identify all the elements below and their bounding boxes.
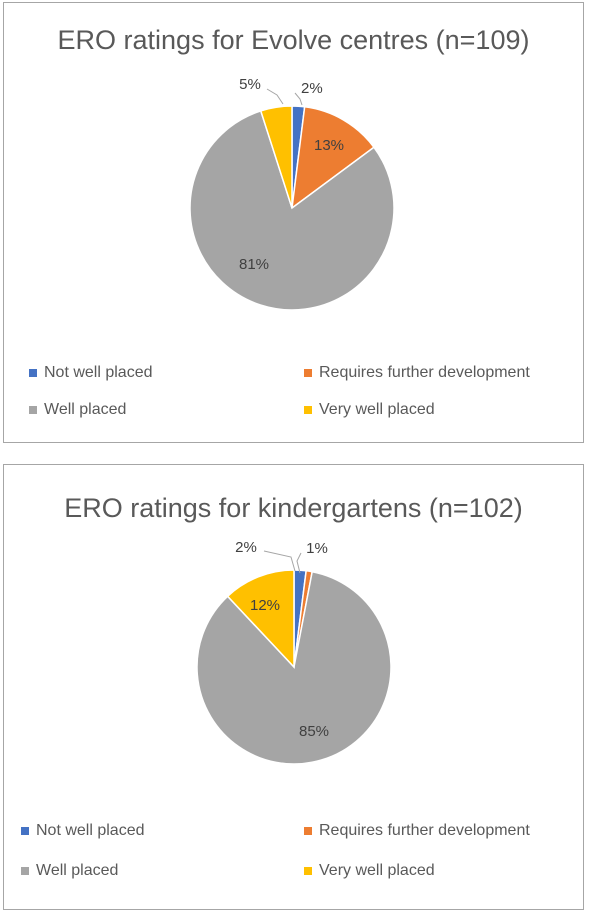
pie-slice-requires-further-development [291, 105, 376, 210]
legend-swatch [29, 369, 37, 377]
legend-item-well-placed: Well placed [21, 862, 118, 880]
leader-line [294, 92, 303, 106]
chart-panel-kindergartens: ERO ratings for kindergartens (n=102) 2%… [3, 464, 584, 910]
legend-label: Requires further development [319, 364, 530, 381]
legend-swatch [21, 827, 29, 835]
pie-chart: 2% 13% 81% 5% [189, 76, 395, 311]
data-label: 2% [301, 80, 323, 97]
legend-item-not-well-placed: Not well placed [29, 364, 153, 382]
legend-swatch [304, 406, 312, 414]
leader-line [263, 550, 296, 572]
chart-panel-evolve: ERO ratings for Evolve centres (n=109) 2… [3, 2, 584, 443]
leader-line [266, 88, 284, 105]
legend-label: Very well placed [319, 401, 435, 418]
pie-slice-very-well-placed [259, 105, 293, 209]
legend-item-well-placed: Well placed [29, 401, 126, 419]
data-label: 85% [299, 723, 329, 740]
legend-swatch [21, 867, 29, 875]
legend-swatch [304, 369, 312, 377]
data-label: 13% [314, 137, 344, 154]
data-label: 5% [239, 76, 261, 93]
pie-slice-well-placed [189, 109, 395, 311]
chart-title: ERO ratings for Evolve centres (n=109) [57, 25, 530, 55]
leader-line [296, 552, 302, 574]
legend-label: Well placed [36, 862, 119, 879]
chart-title: ERO ratings for kindergartens (n=102) [64, 493, 523, 523]
legend-swatch [304, 827, 312, 835]
legend-item-not-well-placed: Not well placed [21, 822, 145, 840]
legend-label: Not well placed [36, 822, 145, 839]
legend-item-very-well-placed: Very well placed [304, 401, 435, 419]
data-label: 2% [235, 539, 257, 556]
legend-item-requires-further-development: Requires further development [304, 364, 530, 382]
data-label: 1% [306, 540, 328, 557]
legend-label: Very well placed [319, 862, 435, 879]
legend-label: Not well placed [44, 364, 153, 381]
legend-swatch [304, 867, 312, 875]
data-label: 12% [250, 597, 280, 614]
legend-label: Requires further development [319, 822, 530, 839]
pie-chart: 2% 1% 85% 12% [196, 539, 392, 765]
legend-item-very-well-placed: Very well placed [304, 862, 435, 880]
legend-label: Well placed [44, 401, 127, 418]
data-label: 81% [239, 256, 269, 273]
legend-swatch [29, 406, 37, 414]
pie-slice-very-well-placed [226, 569, 295, 669]
legend-item-requires-further-development: Requires further development [304, 822, 530, 840]
